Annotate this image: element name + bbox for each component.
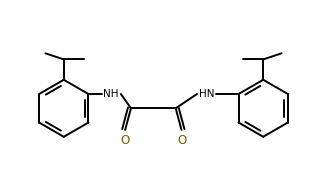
Text: O: O <box>121 134 130 147</box>
Text: O: O <box>177 134 186 147</box>
Text: HN: HN <box>199 89 215 99</box>
Text: NH: NH <box>103 89 118 99</box>
